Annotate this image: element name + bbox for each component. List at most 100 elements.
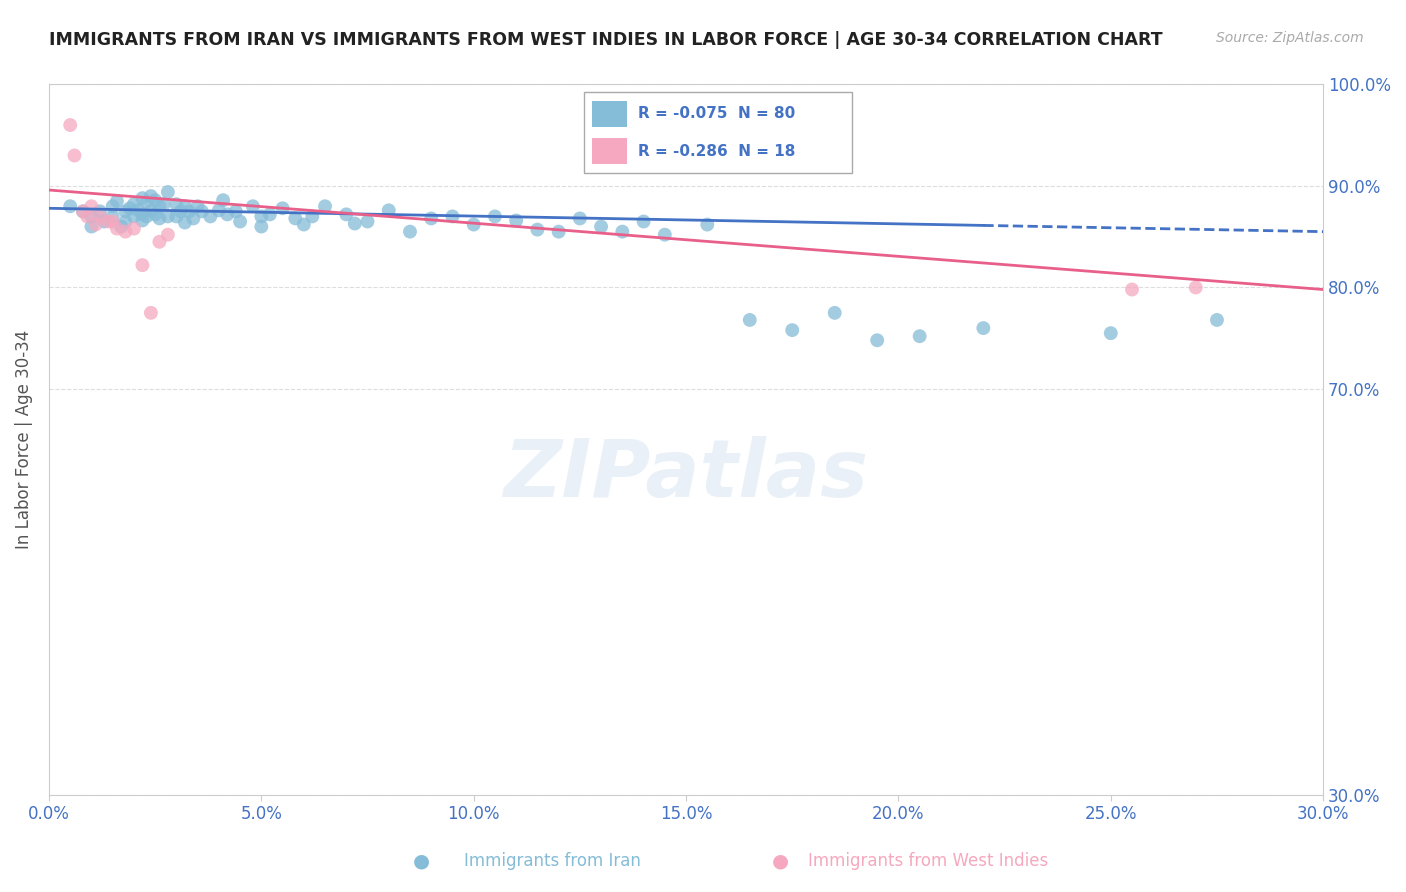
Point xyxy=(301,210,323,224)
Point xyxy=(191,204,214,219)
Point xyxy=(1206,313,1229,327)
Point xyxy=(591,219,613,234)
Point xyxy=(633,214,655,228)
Text: ZIPatlas: ZIPatlas xyxy=(503,436,869,515)
Point xyxy=(114,225,136,239)
Point xyxy=(101,210,124,224)
Point xyxy=(139,203,162,218)
Point xyxy=(148,235,170,249)
Point xyxy=(212,193,235,207)
Point xyxy=(866,333,889,347)
Point xyxy=(229,214,252,228)
Point xyxy=(101,199,124,213)
Text: Immigrants from West Indies: Immigrants from West Indies xyxy=(808,852,1049,870)
Point xyxy=(156,210,179,224)
Point xyxy=(780,323,803,337)
Point xyxy=(156,185,179,199)
Point xyxy=(169,204,191,219)
Text: ●: ● xyxy=(413,851,430,871)
Y-axis label: In Labor Force | Age 30-34: In Labor Force | Age 30-34 xyxy=(15,330,32,549)
Point xyxy=(63,148,86,162)
Point xyxy=(89,204,111,219)
Point xyxy=(738,313,761,327)
Point xyxy=(179,204,201,219)
Point xyxy=(80,219,103,234)
Point xyxy=(271,202,294,216)
Point xyxy=(127,203,149,218)
Point xyxy=(143,207,166,221)
Point xyxy=(152,197,174,211)
Point xyxy=(156,227,179,242)
Point xyxy=(80,210,103,224)
Point xyxy=(101,214,124,228)
Point xyxy=(1121,283,1143,297)
Point xyxy=(84,218,107,232)
Point xyxy=(72,204,94,219)
Point xyxy=(131,213,153,227)
Point xyxy=(72,204,94,219)
Point xyxy=(612,225,634,239)
Point xyxy=(568,211,591,226)
Point xyxy=(110,219,132,234)
Point xyxy=(284,211,307,226)
Point xyxy=(173,215,195,229)
Point xyxy=(148,199,170,213)
Point xyxy=(114,214,136,228)
Point xyxy=(208,203,231,218)
Point xyxy=(314,199,336,213)
Point xyxy=(165,197,187,211)
Point xyxy=(76,210,98,224)
Point xyxy=(80,199,103,213)
Point xyxy=(59,199,82,213)
Point xyxy=(122,197,145,211)
Point xyxy=(173,199,195,213)
Point xyxy=(114,204,136,219)
Point xyxy=(908,329,931,343)
Point xyxy=(526,222,548,236)
Point xyxy=(250,210,273,224)
Point xyxy=(59,118,82,132)
Point xyxy=(242,199,264,213)
Point xyxy=(399,225,422,239)
Point xyxy=(183,211,205,226)
Point xyxy=(343,217,366,231)
Point xyxy=(972,321,994,335)
Point xyxy=(131,207,153,221)
Point xyxy=(89,210,111,224)
Point xyxy=(484,210,506,224)
Point xyxy=(225,204,247,219)
Point xyxy=(824,306,846,320)
Point xyxy=(547,225,569,239)
Point xyxy=(200,210,222,224)
Point xyxy=(377,203,399,218)
Text: IMMIGRANTS FROM IRAN VS IMMIGRANTS FROM WEST INDIES IN LABOR FORCE | AGE 30-34 C: IMMIGRANTS FROM IRAN VS IMMIGRANTS FROM … xyxy=(49,31,1163,49)
Point xyxy=(654,227,676,242)
Point xyxy=(441,210,464,224)
Point xyxy=(1184,280,1206,294)
Point xyxy=(135,210,157,224)
Point xyxy=(356,214,378,228)
Point xyxy=(131,191,153,205)
Point xyxy=(93,214,115,228)
Point xyxy=(165,210,187,224)
Point xyxy=(122,221,145,235)
Point xyxy=(139,189,162,203)
Point xyxy=(139,306,162,320)
Point xyxy=(505,213,527,227)
Point xyxy=(105,221,128,235)
Point xyxy=(131,258,153,272)
Point xyxy=(259,207,281,221)
Point xyxy=(292,218,315,232)
Text: ●: ● xyxy=(772,851,789,871)
Point xyxy=(122,210,145,224)
Point xyxy=(420,211,443,226)
Point xyxy=(1099,326,1122,340)
Point xyxy=(135,195,157,210)
Point xyxy=(217,207,239,221)
Point xyxy=(97,214,120,228)
Point xyxy=(463,218,485,232)
Point xyxy=(105,194,128,209)
Point xyxy=(335,207,357,221)
Point xyxy=(696,218,718,232)
Text: Immigrants from Iran: Immigrants from Iran xyxy=(464,852,641,870)
